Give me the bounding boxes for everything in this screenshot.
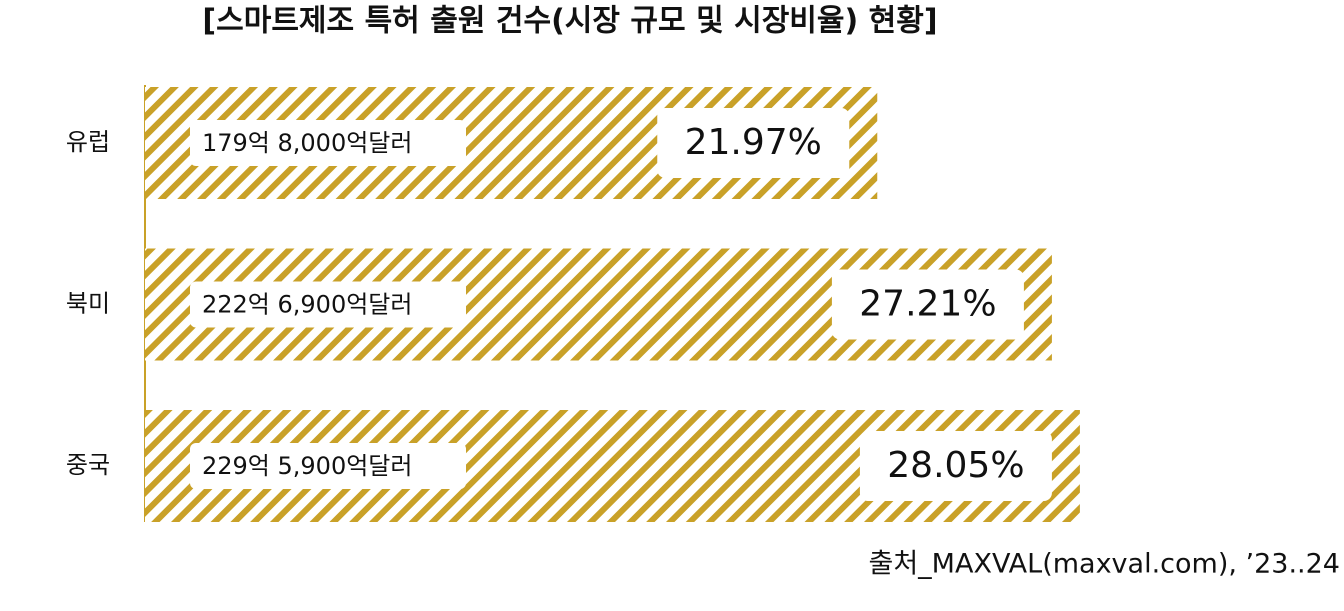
category-label: 유럽	[66, 128, 110, 156]
chart-title: [스마트제조 특허 출원 건수(시장 규모 및 시장비율) 현황]	[202, 4, 937, 39]
value-label: 28.05%	[887, 445, 1024, 486]
size-label-box	[190, 120, 466, 166]
value-label: 21.97%	[685, 122, 822, 163]
size-label: 179억 8,000억달러	[202, 129, 412, 157]
source: 출처_MAXVAL(maxval.com), ’23..24	[869, 549, 1341, 580]
size-label: 229억 5,900억달러	[202, 452, 412, 480]
category-label: 북미	[66, 290, 110, 318]
value-label: 27.21%	[859, 284, 996, 325]
value-label-box	[831, 269, 1024, 340]
value-label-box	[859, 431, 1052, 501]
size-label: 222억 6,900억달러	[202, 291, 412, 319]
size-label-box	[190, 443, 466, 489]
value-label-box	[657, 108, 850, 178]
size-label-box	[190, 281, 466, 328]
category-label: 중국	[66, 451, 110, 479]
